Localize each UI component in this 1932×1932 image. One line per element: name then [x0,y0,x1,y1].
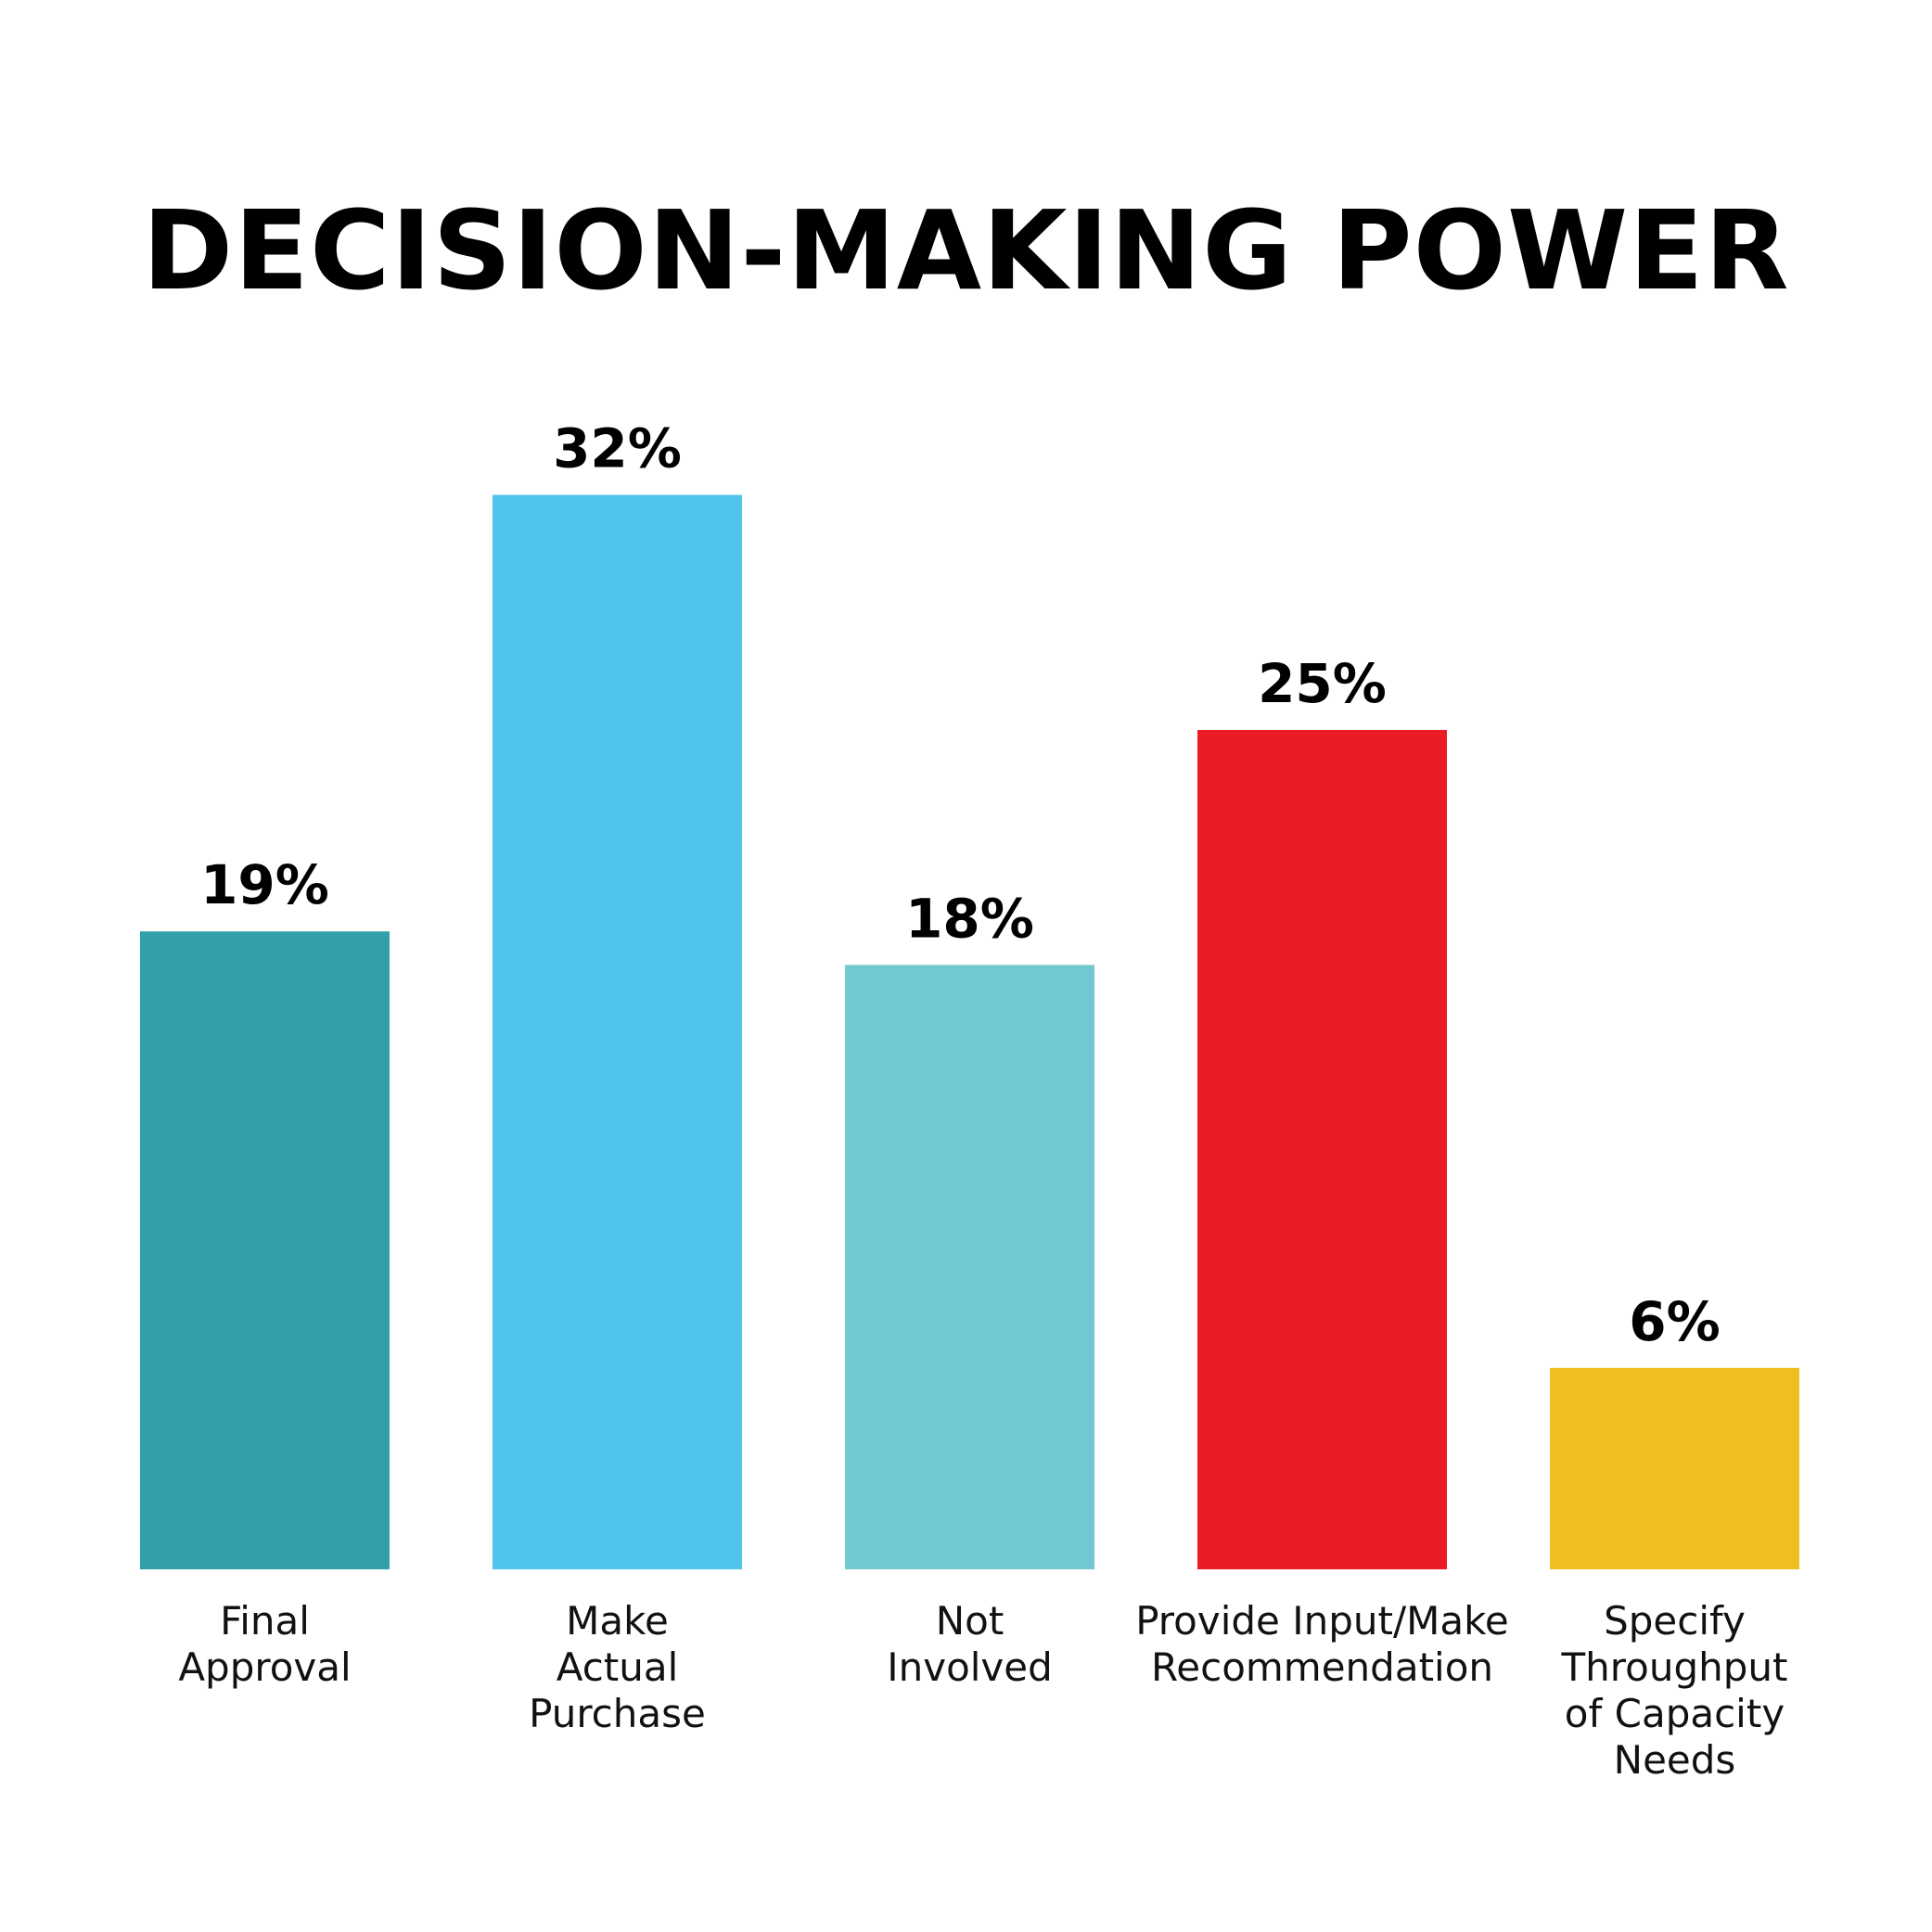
value-label-3: 18% [905,887,1034,950]
bar-4 [1197,730,1447,1569]
category-label-line: Actual [557,1644,679,1690]
category-labels-group: Final Approval Make Actual Purchase Not Involv… [178,1598,1787,1783]
category-label-line: Final [220,1598,310,1644]
category-label-line: Approval [178,1644,351,1690]
bar-3 [845,965,1094,1569]
bars-group [140,494,1799,1569]
category-label-line: Involved [887,1644,1053,1690]
value-label-1: 19% [200,853,329,916]
bar-5 [1550,1367,1799,1569]
category-label-line: Throughput [1561,1644,1788,1690]
category-label-line: Make [566,1598,669,1644]
value-label-4: 25% [1258,652,1387,715]
category-label-5: Specify Throughput of Capacity Needs [1561,1598,1788,1783]
category-label-line: Needs [1614,1737,1736,1783]
chart-title: DECISION-MAKING POWER [142,186,1790,314]
category-label-line: of Capacity [1565,1691,1785,1736]
category-label-line: Specify [1604,1598,1746,1644]
category-label-3: Not Involved [887,1598,1053,1690]
value-label-2: 32% [553,417,682,480]
category-label-4: Provide Input/Make Recommendation [1135,1598,1509,1690]
value-labels-group: 19% 32% 18% 25% 6% [200,417,1721,1353]
category-label-line: Not [936,1598,1004,1644]
value-label-5: 6% [1629,1290,1720,1353]
category-label-1: Final Approval [178,1598,351,1690]
bar-2 [493,494,742,1569]
category-label-line: Provide Input/Make [1135,1598,1509,1644]
category-label-2: Make Actual Purchase [529,1598,706,1736]
category-label-line: Recommendation [1151,1644,1493,1690]
category-label-line: Purchase [529,1691,706,1736]
bar-1 [140,931,390,1569]
